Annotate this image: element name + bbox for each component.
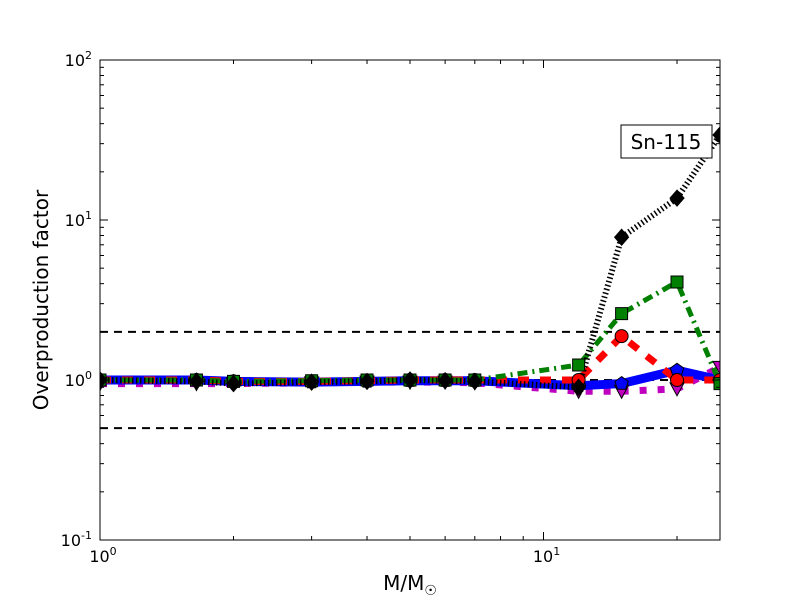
data-point bbox=[467, 372, 483, 391]
data-point bbox=[570, 378, 587, 397]
x-axis-label: M/M☉ bbox=[383, 571, 437, 599]
data-point bbox=[712, 360, 720, 376]
data-point bbox=[613, 228, 630, 247]
data-point bbox=[402, 371, 418, 389]
data-point bbox=[572, 358, 586, 372]
y-tick-label: 10-1 bbox=[61, 529, 92, 550]
data-point bbox=[670, 275, 684, 289]
data-point bbox=[437, 371, 453, 390]
x-tick-label: 100 bbox=[89, 545, 116, 566]
data-point bbox=[359, 372, 375, 391]
series-line-green-squares bbox=[100, 278, 720, 385]
data-point bbox=[225, 374, 242, 393]
data-point bbox=[188, 372, 205, 391]
y-tick-label: 101 bbox=[65, 209, 92, 230]
data-point bbox=[712, 126, 720, 144]
annotation-label: Sn-115 bbox=[631, 130, 702, 154]
data-point bbox=[713, 377, 720, 391]
y-tick-label: 102 bbox=[65, 49, 92, 70]
series-line-black-diamonds bbox=[100, 133, 720, 391]
series-line-red-circles bbox=[100, 331, 720, 385]
y-tick-label: 100 bbox=[65, 369, 92, 390]
data-point bbox=[615, 307, 629, 321]
x-tick-label: 101 bbox=[533, 545, 560, 566]
y-axis-label: Overproduction factor bbox=[29, 189, 53, 410]
plot-area bbox=[100, 126, 720, 400]
data-point bbox=[669, 189, 685, 207]
data-point bbox=[614, 329, 629, 344]
data-point bbox=[670, 373, 685, 387]
data-point bbox=[303, 373, 320, 391]
annotation-box bbox=[620, 124, 713, 159]
data-point bbox=[614, 375, 629, 390]
